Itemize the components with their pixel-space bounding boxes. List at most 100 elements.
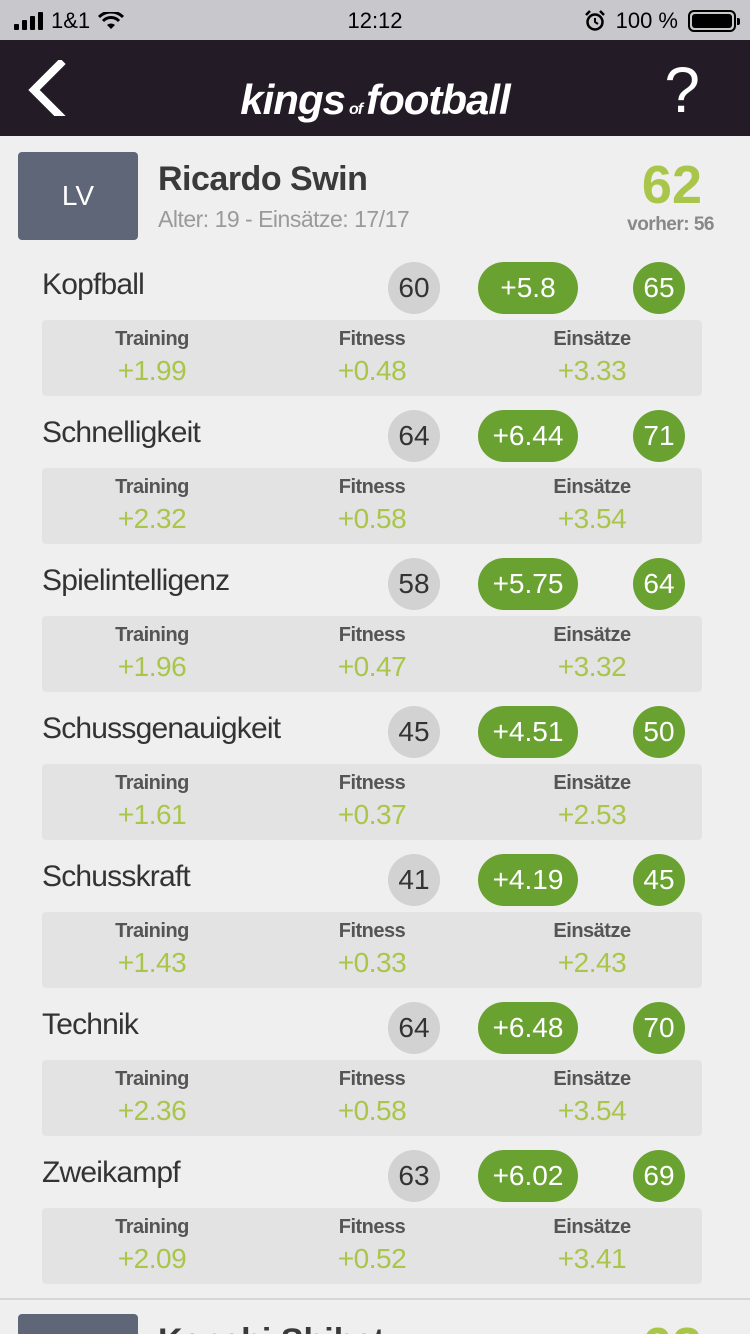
breakdown-training: Training +1.61 [52, 764, 252, 831]
previous-rating: vorher: 56 [627, 214, 714, 236]
status-bar: 1&1 12:12 100 % [0, 0, 750, 40]
fitness-value: +0.58 [272, 1095, 472, 1127]
skill-delta: +5.8 [478, 262, 578, 314]
next-player-rating: 62 [642, 1316, 702, 1334]
fitness-value: +0.52 [272, 1243, 472, 1275]
app-logo: kings offootball [0, 76, 750, 134]
logo-kings: kings [240, 76, 345, 123]
player-divider [0, 1298, 750, 1300]
breakdown-einsaetze: Einsätze +2.53 [492, 764, 692, 831]
skill-breakdown: Training +1.99 Fitness +0.48 Einsätze +3… [42, 320, 702, 396]
breakdown-fitness: Fitness +0.52 [272, 1208, 472, 1275]
skill-old-value: 58 [388, 558, 440, 610]
fitness-label: Fitness [272, 624, 472, 647]
breakdown-fitness: Fitness +0.58 [272, 468, 472, 535]
einsaetze-value: +2.53 [492, 799, 692, 831]
skill-old-value: 64 [388, 1002, 440, 1054]
skill-name: Schnelligkeit [42, 416, 200, 450]
skill-delta: +4.51 [478, 706, 578, 758]
training-label: Training [52, 328, 252, 351]
breakdown-training: Training +2.32 [52, 468, 252, 535]
logo-of: of [345, 101, 366, 118]
fitness-value: +0.47 [272, 651, 472, 683]
training-value: +1.61 [52, 799, 252, 831]
breakdown-einsaetze: Einsätze +3.54 [492, 468, 692, 535]
skill-old-value: 41 [388, 854, 440, 906]
skill-breakdown: Training +1.96 Fitness +0.47 Einsätze +3… [42, 616, 702, 692]
skill-breakdown: Training +2.09 Fitness +0.52 Einsätze +3… [42, 1208, 702, 1284]
fitness-label: Fitness [272, 476, 472, 499]
einsaetze-label: Einsätze [492, 476, 692, 499]
breakdown-einsaetze: Einsätze +3.33 [492, 320, 692, 387]
einsaetze-label: Einsätze [492, 624, 692, 647]
fitness-value: +0.58 [272, 503, 472, 535]
training-value: +1.43 [52, 947, 252, 979]
player-rating: 62 [642, 154, 702, 216]
skill-row: Spielintelligenz 58 +5.75 64 Training +1… [0, 558, 750, 706]
skill-breakdown: Training +1.43 Fitness +0.33 Einsätze +2… [42, 912, 702, 988]
training-label: Training [52, 476, 252, 499]
breakdown-training: Training +2.09 [52, 1208, 252, 1275]
skill-name: Zweikampf [42, 1156, 180, 1190]
status-right: 100 % [584, 8, 736, 34]
breakdown-fitness: Fitness +0.48 [272, 320, 472, 387]
einsaetze-value: +3.33 [492, 355, 692, 387]
skill-new-value: 64 [633, 558, 685, 610]
skill-row: Kopfball 60 +5.8 65 Training +1.99 Fitne… [0, 262, 750, 410]
einsaetze-label: Einsätze [492, 1068, 692, 1091]
player-meta: Alter: 19 - Einsätze: 17/17 [158, 206, 409, 233]
skill-new-value: 50 [633, 706, 685, 758]
einsaetze-label: Einsätze [492, 328, 692, 351]
skill-name: Spielintelligenz [42, 564, 229, 598]
skill-name: Schusskraft [42, 860, 190, 894]
next-player-name[interactable]: Kenshi Shibat [158, 1322, 385, 1334]
skill-new-value: 71 [633, 410, 685, 462]
fitness-label: Fitness [272, 328, 472, 351]
breakdown-fitness: Fitness +0.37 [272, 764, 472, 831]
einsaetze-label: Einsätze [492, 772, 692, 795]
fitness-label: Fitness [272, 1068, 472, 1091]
skill-old-value: 63 [388, 1150, 440, 1202]
training-value: +1.96 [52, 651, 252, 683]
fitness-value: +0.37 [272, 799, 472, 831]
breakdown-fitness: Fitness +0.58 [272, 1060, 472, 1127]
skill-delta: +6.44 [478, 410, 578, 462]
skill-row: Schnelligkeit 64 +6.44 71 Training +2.32… [0, 410, 750, 558]
breakdown-einsaetze: Einsätze +3.41 [492, 1208, 692, 1275]
einsaetze-label: Einsätze [492, 920, 692, 943]
help-button[interactable]: ? [664, 62, 700, 118]
skill-old-value: 45 [388, 706, 440, 758]
skill-delta: +5.75 [478, 558, 578, 610]
einsaetze-value: +3.32 [492, 651, 692, 683]
fitness-value: +0.48 [272, 355, 472, 387]
skill-old-value: 60 [388, 262, 440, 314]
einsaetze-value: +3.41 [492, 1243, 692, 1275]
skill-new-value: 69 [633, 1150, 685, 1202]
training-label: Training [52, 624, 252, 647]
player-name: Ricardo Swin [158, 160, 367, 199]
skill-row: Technik 64 +6.48 70 Training +2.36 Fitne… [0, 1002, 750, 1150]
einsaetze-value: +3.54 [492, 1095, 692, 1127]
skill-delta: +6.02 [478, 1150, 578, 1202]
skill-name: Schussgenauigkeit [42, 712, 280, 746]
player-position-badge: LV [18, 152, 138, 240]
training-value: +2.32 [52, 503, 252, 535]
breakdown-fitness: Fitness +0.47 [272, 616, 472, 683]
battery-icon [688, 10, 736, 32]
skill-row: Zweikampf 63 +6.02 69 Training +2.09 Fit… [0, 1150, 750, 1298]
battery-label: 100 % [616, 8, 678, 34]
skill-breakdown: Training +1.61 Fitness +0.37 Einsätze +2… [42, 764, 702, 840]
breakdown-fitness: Fitness +0.33 [272, 912, 472, 979]
skill-breakdown: Training +2.36 Fitness +0.58 Einsätze +3… [42, 1060, 702, 1136]
training-label: Training [52, 1216, 252, 1239]
skill-row: Schusskraft 41 +4.19 45 Training +1.43 F… [0, 854, 750, 1002]
skill-old-value: 64 [388, 410, 440, 462]
breakdown-einsaetze: Einsätze +3.32 [492, 616, 692, 683]
training-label: Training [52, 920, 252, 943]
skill-breakdown: Training +2.32 Fitness +0.58 Einsätze +3… [42, 468, 702, 544]
skill-name: Technik [42, 1008, 138, 1042]
skill-new-value: 65 [633, 262, 685, 314]
breakdown-training: Training +1.99 [52, 320, 252, 387]
training-value: +1.99 [52, 355, 252, 387]
einsaetze-value: +3.54 [492, 503, 692, 535]
